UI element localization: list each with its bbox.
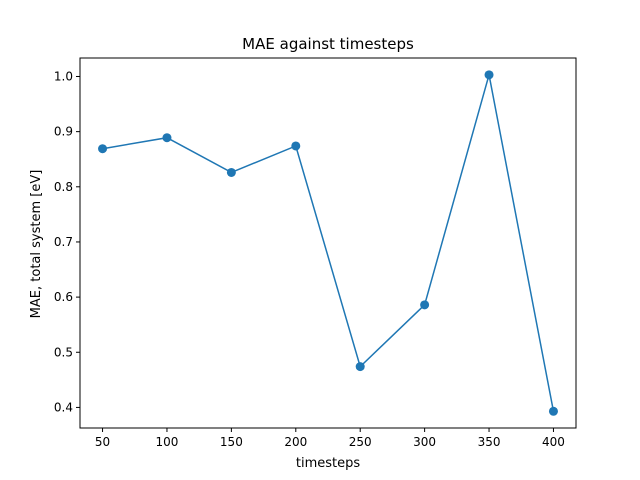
x-tick-label: 50	[95, 435, 110, 449]
x-tick-label: 400	[542, 435, 565, 449]
x-tick-label: 250	[349, 435, 372, 449]
series-line	[102, 74, 555, 412]
x-tick-label: 350	[478, 435, 501, 449]
plot-area-frame	[79, 57, 577, 429]
data-point	[484, 70, 494, 80]
y-tick-label: 0.5	[54, 345, 73, 359]
y-tick-label: 0.4	[54, 400, 73, 414]
y-axis-label: MAE, total system [eV]	[29, 170, 44, 319]
y-tick-label: 0.9	[54, 125, 73, 139]
y-tick-label: 0.7	[54, 235, 73, 249]
data-point	[355, 362, 365, 372]
y-tick-label: 1.0	[54, 69, 73, 83]
data-point	[98, 144, 108, 154]
x-tick-label: 150	[220, 435, 243, 449]
chart-title: MAE against timesteps	[242, 35, 414, 53]
y-tick-label: 0.6	[54, 290, 73, 304]
x-axis-label: timesteps	[296, 456, 360, 471]
axis-ticks: 50 100 150 200 250 300 350 400 0.4 0.5 0.6 0.7 0.8 0.…	[54, 69, 565, 449]
data-point	[226, 167, 236, 177]
x-tick-label: 100	[156, 435, 179, 449]
data-point	[420, 300, 430, 310]
x-tick-label: 200	[284, 435, 307, 449]
data-point	[548, 406, 558, 416]
x-tick-label: 300	[413, 435, 436, 449]
data-point	[291, 141, 301, 151]
series-layer	[98, 70, 558, 416]
y-tick-label: 0.8	[54, 180, 73, 194]
data-point	[162, 133, 172, 143]
